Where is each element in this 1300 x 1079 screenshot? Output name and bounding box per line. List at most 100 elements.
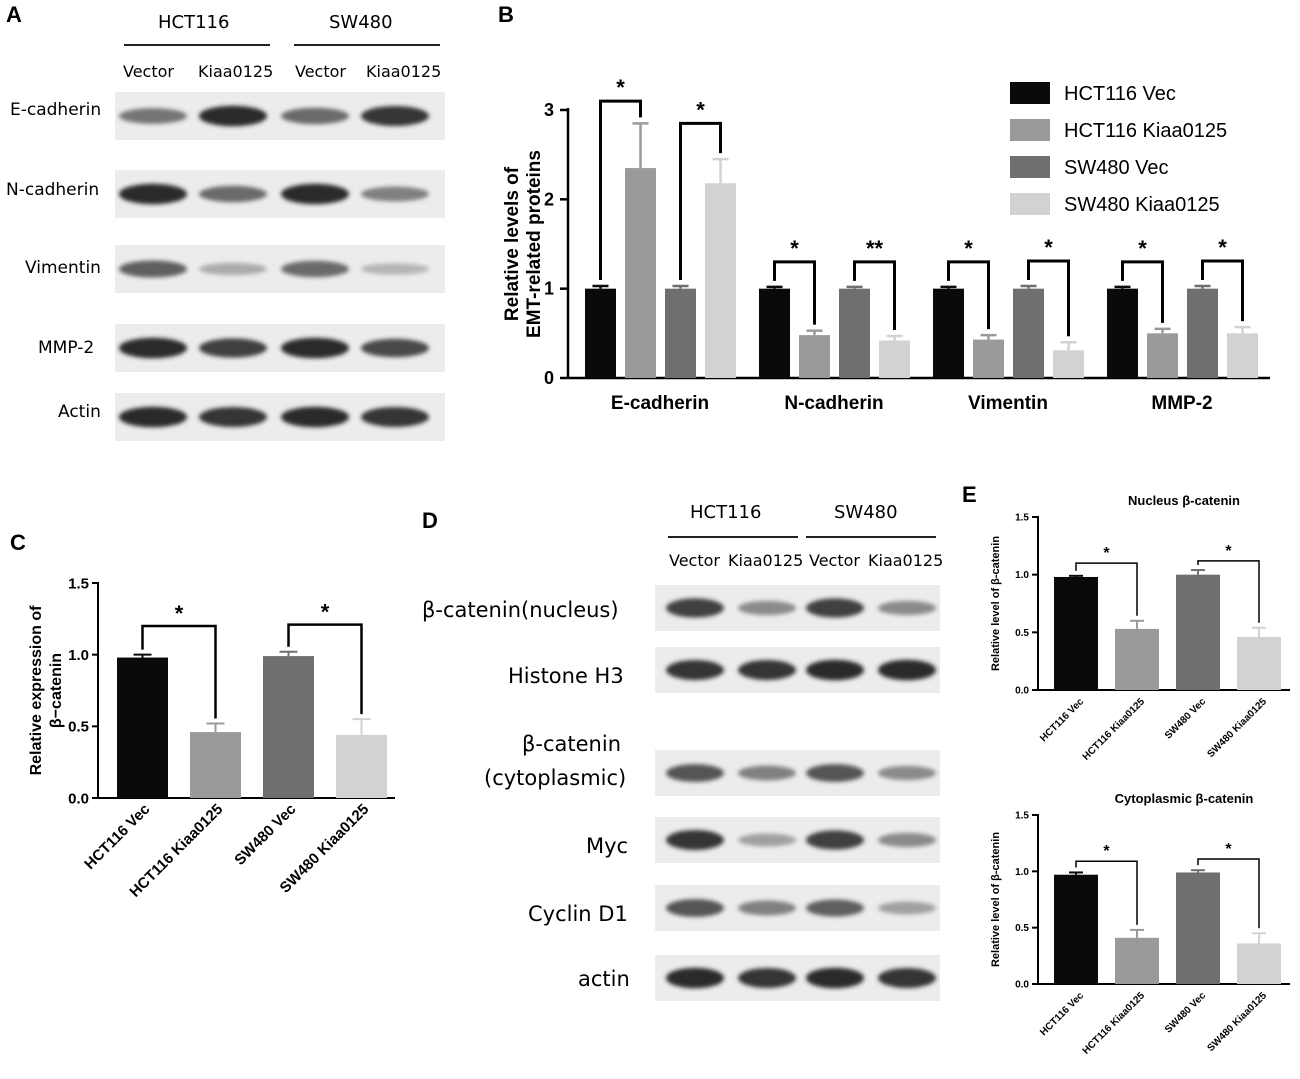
significance-label: ** bbox=[866, 236, 884, 261]
bar bbox=[839, 288, 870, 378]
blot-band bbox=[281, 183, 349, 205]
y-tick-label: 1.0 bbox=[68, 647, 89, 664]
significance-label: * bbox=[616, 75, 625, 100]
bar bbox=[973, 339, 1004, 378]
significance-bracket bbox=[599, 99, 642, 280]
panel-letter-c: C bbox=[10, 530, 26, 555]
bar bbox=[585, 288, 616, 378]
blot-band bbox=[666, 660, 724, 680]
x-tick-label: HCT116 Vec bbox=[81, 801, 153, 873]
x-tick-label: SW480 Vec bbox=[1163, 696, 1208, 741]
blot-row-label: β-catenin bbox=[522, 732, 622, 756]
significance-label: * bbox=[321, 600, 330, 625]
x-tick-label: N-cadherin bbox=[784, 393, 883, 414]
y-tick-label: 1.0 bbox=[1015, 570, 1029, 581]
y-tick-label: 0.0 bbox=[1015, 686, 1029, 697]
blot-row-label: Histone H3 bbox=[508, 664, 624, 688]
significance-label: * bbox=[1225, 543, 1232, 560]
blot-band bbox=[119, 406, 187, 428]
bar bbox=[1054, 576, 1098, 690]
significance-bracket bbox=[1201, 259, 1244, 322]
bar bbox=[759, 288, 790, 378]
blot-band bbox=[738, 833, 796, 847]
blot-band bbox=[361, 263, 429, 275]
bar bbox=[933, 288, 964, 378]
blot-band bbox=[806, 659, 864, 681]
y-axis-label: Relative level of β-catenin bbox=[990, 536, 1002, 671]
bar bbox=[625, 168, 656, 378]
y-axis-label-line: EMT-related proteins bbox=[524, 150, 545, 338]
blot-band bbox=[738, 600, 796, 616]
blot-band bbox=[878, 765, 936, 781]
lane-label: Kiaa0125 bbox=[868, 551, 944, 570]
y-axis-label: Relative expression of β−catenin bbox=[28, 605, 65, 776]
blot-band bbox=[119, 337, 187, 359]
blot-band bbox=[119, 260, 187, 278]
blot-band bbox=[666, 764, 724, 782]
group-underline-hct116 bbox=[124, 44, 270, 46]
group-label-sw480: SW480 bbox=[329, 12, 393, 33]
significance-label: * bbox=[1225, 841, 1232, 858]
significance-label: * bbox=[1218, 235, 1227, 260]
y-tick-label: 0.0 bbox=[1015, 980, 1029, 991]
blot-band bbox=[199, 185, 267, 203]
chart-b: 0 1 2 3 Relative levels ofEMT-related protei… bbox=[502, 75, 1270, 414]
bar bbox=[1176, 574, 1220, 690]
blot-band bbox=[738, 968, 796, 988]
legend-swatch bbox=[1010, 82, 1050, 104]
blot-band bbox=[738, 660, 796, 680]
significance-label: * bbox=[1103, 843, 1110, 860]
y-axis-label-line: Relative expression of bbox=[28, 605, 45, 776]
lane-label: Vector bbox=[123, 62, 174, 81]
blot-band bbox=[199, 262, 267, 276]
chart-title: Cytoplasmic β-catenin bbox=[1115, 791, 1254, 806]
bar bbox=[1107, 288, 1138, 378]
y-tick-label: 1.0 bbox=[1015, 867, 1029, 878]
bar bbox=[1187, 288, 1218, 378]
blot-band bbox=[806, 967, 864, 989]
blot-row-label: actin bbox=[578, 967, 630, 991]
significance-bracket bbox=[1121, 260, 1164, 323]
bar bbox=[1147, 333, 1178, 378]
legend-label: SW480 Kiaa0125 bbox=[1064, 194, 1220, 216]
blot-band bbox=[361, 106, 429, 126]
blot-row-label: (cytoplasmic) bbox=[484, 766, 627, 790]
x-tick-label: SW480 Vec bbox=[1163, 990, 1208, 1035]
y-tick-label: 0 bbox=[544, 368, 554, 388]
blot-band bbox=[878, 600, 936, 616]
legend-swatch bbox=[1010, 193, 1050, 215]
blot-band bbox=[666, 967, 724, 989]
legend-label: HCT116 Vec bbox=[1064, 83, 1176, 105]
blot-band bbox=[806, 830, 864, 850]
blot-band bbox=[199, 105, 267, 127]
blot-band bbox=[281, 406, 349, 428]
group-underline-sw480 bbox=[806, 536, 936, 538]
blot-band bbox=[666, 899, 724, 917]
legend-swatch bbox=[1010, 156, 1050, 178]
significance-label: * bbox=[175, 601, 184, 626]
significance-bracket bbox=[1075, 860, 1138, 925]
bar bbox=[879, 340, 910, 378]
blot-image-a bbox=[115, 92, 445, 441]
x-tick-label: SW480 Vec bbox=[231, 801, 299, 869]
blot-band bbox=[878, 659, 936, 681]
blot-row-label: MMP-2 bbox=[38, 338, 95, 358]
y-tick-label: 1.5 bbox=[1015, 811, 1029, 822]
x-tick-label: SW480 Kiaa0125 bbox=[1206, 990, 1270, 1054]
y-axis-label-line: Relative levels of bbox=[502, 166, 523, 321]
significance-bracket bbox=[1197, 858, 1260, 929]
blot-band bbox=[806, 764, 864, 782]
blot-band bbox=[119, 183, 187, 205]
significance-bracket bbox=[1197, 560, 1260, 623]
blot-band bbox=[666, 830, 724, 850]
blot-band bbox=[878, 832, 936, 848]
lane-label: Kiaa0125 bbox=[366, 62, 442, 81]
blot-image-d bbox=[655, 585, 940, 1001]
significance-label: * bbox=[1044, 235, 1053, 260]
group-label-sw480: SW480 bbox=[834, 502, 898, 523]
y-tick-label: 0.5 bbox=[1015, 628, 1029, 639]
group-underline-hct116 bbox=[668, 536, 798, 538]
panel-letter-b: B bbox=[498, 2, 514, 27]
blot-band bbox=[738, 765, 796, 781]
blot-band bbox=[199, 338, 267, 358]
